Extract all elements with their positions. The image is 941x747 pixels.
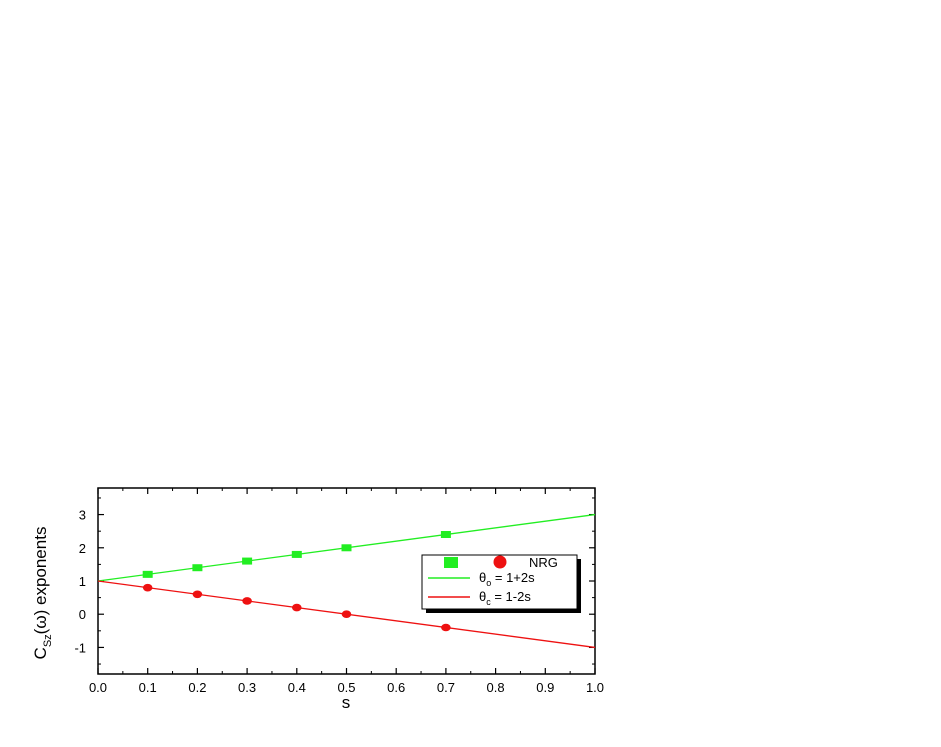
square-point bbox=[440, 531, 451, 538]
legend-theta-o-text: = 1+2s bbox=[491, 570, 535, 585]
x-tick-label: 0.5 bbox=[337, 680, 355, 695]
legend-theta-o-label: θo = 1+2s bbox=[479, 570, 535, 588]
y-axis-title-rest: (ω) exponents bbox=[31, 527, 50, 635]
legend-circle-marker bbox=[493, 555, 507, 569]
circle-point bbox=[242, 597, 252, 605]
x-tick-label: 0.8 bbox=[487, 680, 505, 695]
x-tick-label: 0.9 bbox=[536, 680, 554, 695]
x-tick-label: 0.4 bbox=[288, 680, 306, 695]
legend-nrg-label: NRG bbox=[529, 555, 558, 570]
legend-theta-c-text: = 1-2s bbox=[491, 589, 532, 604]
y-tick-labels: -1 0 1 2 3 bbox=[74, 508, 86, 656]
circle-point bbox=[292, 603, 302, 612]
x-tick-label: 0.6 bbox=[387, 680, 405, 695]
x-tick-label: 1.0 bbox=[586, 680, 604, 695]
square-point bbox=[341, 544, 352, 552]
y-axis-title: CSz(ω) exponents bbox=[31, 527, 54, 660]
y-tick-label: 0 bbox=[79, 607, 86, 622]
legend-theta-c-label: θc = 1-2s bbox=[479, 589, 531, 607]
legend-square-marker bbox=[444, 557, 458, 568]
square-point bbox=[192, 564, 203, 572]
circle-point bbox=[142, 583, 153, 592]
x-tick-label: 0.7 bbox=[437, 680, 455, 695]
y-axis-title-sub: Sz bbox=[42, 634, 54, 647]
y-tick-label: 1 bbox=[79, 574, 86, 589]
legend-theta-c-sub: c bbox=[486, 597, 491, 607]
legend: NRG θo = 1+2s θc = 1-2s bbox=[421, 554, 581, 613]
x-tick-labels: 0.0 0.1 0.2 0.3 0.4 0.5 0.6 0.7 0.8 0.9 1.0 bbox=[89, 680, 604, 695]
x-tick-label: 0.3 bbox=[238, 680, 256, 695]
square-point bbox=[291, 550, 302, 558]
axis-ticks bbox=[97, 488, 596, 674]
y-tick-label: 2 bbox=[79, 541, 86, 556]
square-point bbox=[242, 557, 253, 565]
x-tick-label: 0.2 bbox=[188, 680, 206, 695]
legend-theta-c-symbol: θ bbox=[479, 589, 486, 604]
square-point bbox=[142, 570, 153, 578]
x-tick-label: 0.0 bbox=[89, 680, 107, 695]
legend-theta-o-symbol: θ bbox=[479, 570, 486, 585]
y-axis-title-main: C bbox=[31, 647, 50, 659]
series-points bbox=[142, 531, 451, 632]
x-axis-title: s bbox=[342, 693, 351, 712]
y-tick-label: 3 bbox=[79, 508, 86, 523]
x-tick-label: 0.1 bbox=[139, 680, 157, 695]
circle-point bbox=[192, 590, 203, 599]
circle-point bbox=[441, 623, 451, 632]
circle-point bbox=[341, 610, 352, 619]
y-tick-label: -1 bbox=[74, 640, 86, 655]
legend-theta-o-sub: o bbox=[486, 578, 491, 588]
